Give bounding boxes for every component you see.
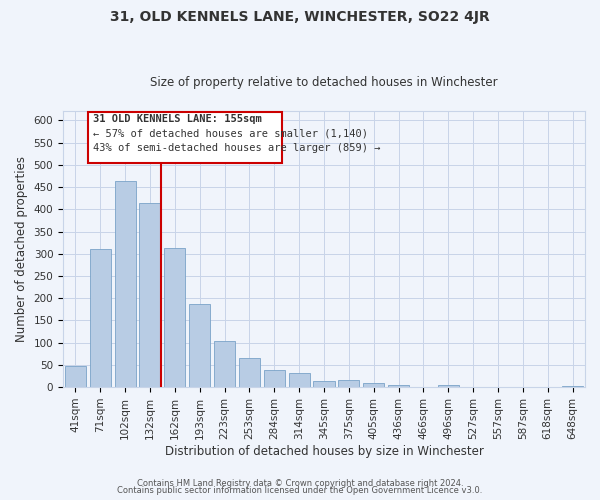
Bar	[338, 380, 359, 387]
Bar	[363, 382, 384, 387]
Bar	[164, 248, 185, 387]
Bar	[239, 358, 260, 387]
Bar	[313, 381, 335, 387]
Bar	[214, 341, 235, 387]
Text: 31 OLD KENNELS LANE: 155sqm: 31 OLD KENNELS LANE: 155sqm	[93, 114, 262, 124]
Bar	[264, 370, 285, 387]
Text: 43% of semi-detached houses are larger (859) →: 43% of semi-detached houses are larger (…	[93, 142, 380, 152]
Bar	[438, 385, 459, 387]
Text: Contains HM Land Registry data © Crown copyright and database right 2024.: Contains HM Land Registry data © Crown c…	[137, 478, 463, 488]
Title: Size of property relative to detached houses in Winchester: Size of property relative to detached ho…	[150, 76, 498, 90]
Bar	[115, 182, 136, 387]
X-axis label: Distribution of detached houses by size in Winchester: Distribution of detached houses by size …	[164, 444, 484, 458]
Bar	[65, 366, 86, 387]
Text: ← 57% of detached houses are smaller (1,140): ← 57% of detached houses are smaller (1,…	[93, 128, 368, 138]
Bar	[289, 373, 310, 387]
Text: Contains public sector information licensed under the Open Government Licence v3: Contains public sector information licen…	[118, 486, 482, 495]
Y-axis label: Number of detached properties: Number of detached properties	[15, 156, 28, 342]
Bar	[388, 386, 409, 387]
Bar	[139, 203, 161, 387]
FancyBboxPatch shape	[88, 112, 282, 162]
Bar	[189, 304, 210, 387]
Bar	[562, 386, 583, 387]
Text: 31, OLD KENNELS LANE, WINCHESTER, SO22 4JR: 31, OLD KENNELS LANE, WINCHESTER, SO22 4…	[110, 10, 490, 24]
Bar	[90, 249, 111, 387]
